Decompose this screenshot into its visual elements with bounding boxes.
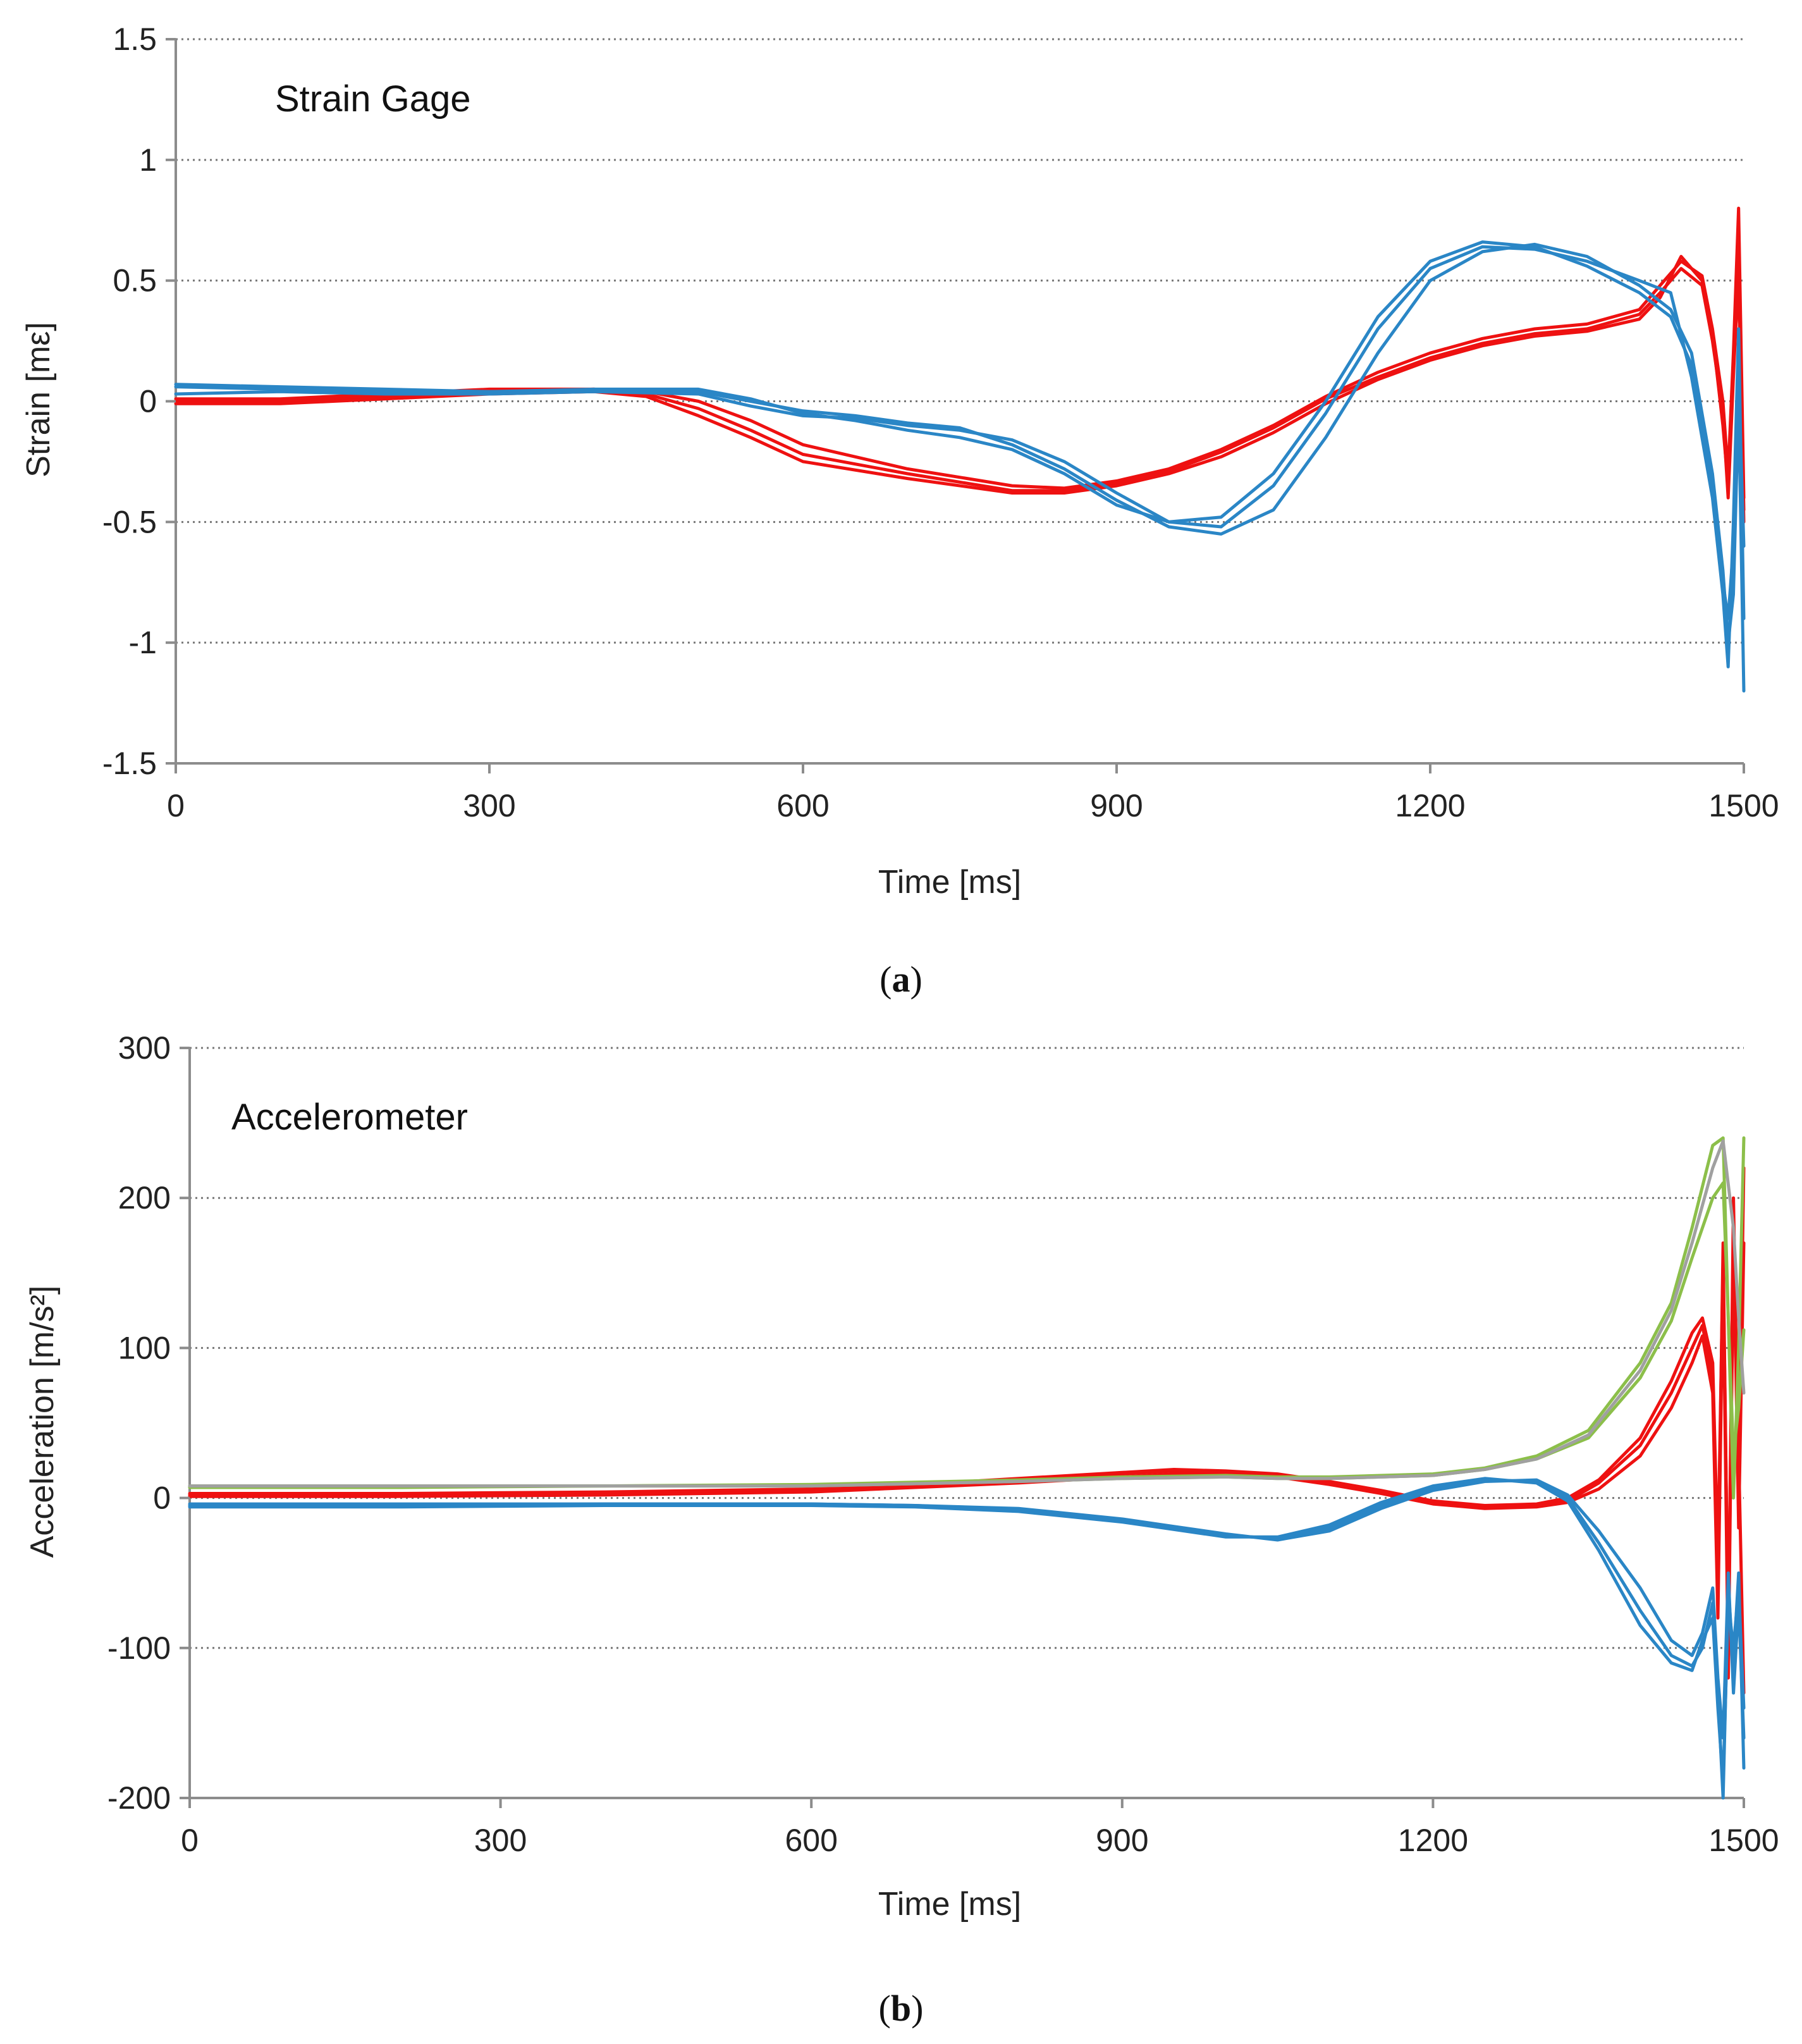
accel-series-green-1 [188,1136,1746,1500]
accel-series-blue-1 [188,1478,1746,1800]
accel-series-red-3 [188,1256,1746,1695]
strain-y-tick-label-3: 0 [139,384,157,419]
strain-y-axis-label: Strain [mε] [20,322,57,477]
strain-series-blue-3 [174,240,1746,620]
strain-series [174,206,1746,693]
accel-y-tick-label-2: 100 [118,1330,171,1365]
accel-series [188,1136,1746,1800]
panel-label-a: (a) [880,959,922,1000]
strain-chart-title: Strain Gage [275,78,471,120]
panel-b-close: ) [911,1988,923,2029]
accelerometer-chart: 300 200 100 0 -100 -200 0 300 600 900 1200 1500 Acc… [24,1030,1779,1923]
accel-x-tick-label-2: 600 [785,1823,837,1858]
accel-series-green-2 [188,1181,1746,1489]
accel-series-blue-2 [188,1478,1746,1740]
strain-series-red-3 [174,255,1746,524]
strain-y-tick-label-6: -1.5 [102,746,157,781]
panel-a-letter: a [892,959,910,1000]
panel-a-close: ) [910,959,922,1000]
accel-y-tick-label-0: 300 [118,1030,171,1066]
strain-y-tick-label-5: -1 [129,625,157,660]
panel-b-letter: b [891,1988,911,2029]
accel-axes [188,1048,1744,1799]
panel-a-open: ( [880,959,892,1000]
strain-series-blue-1 [174,245,1746,668]
panel-b-open: ( [879,1988,891,2029]
accel-y-tick-label-4: -100 [107,1630,171,1666]
strain-gage-chart: 1.5 1 0.5 0 -0.5 -1 -1.5 0 300 600 900 1200 1500 Str… [20,22,1779,901]
panel-label-b: (b) [879,1988,924,2029]
strain-series-blue-2 [174,242,1746,693]
accel-series-red-2 [188,1226,1746,1680]
accel-series-red-1 [188,1166,1746,1650]
strain-x-axis-label: Time [ms] [878,864,1021,901]
accel-y-axis-label: Acceleration [m/s²] [24,1286,61,1558]
accel-y-tick-label-5: -200 [107,1780,171,1816]
accel-x-tick-label-1: 300 [474,1823,527,1858]
accel-ticks: 300 200 100 0 -100 -200 0 300 600 900 1200 1500 [107,1030,1779,1858]
strain-series-red-1 [174,206,1746,500]
accel-y-tick-label-3: 0 [153,1481,171,1516]
strain-x-tick-label-1: 300 [463,788,515,823]
accel-chart-title: Accelerometer [231,1097,468,1138]
strain-y-tick-label-4: -0.5 [102,504,157,539]
accel-x-tick-label-0: 0 [181,1823,199,1858]
strain-x-tick-label-2: 600 [776,788,829,823]
strain-x-tick-label-3: 900 [1090,788,1143,823]
accel-series-blue-3 [188,1477,1746,1785]
strain-x-tick-label-4: 1200 [1395,788,1465,823]
accel-x-axis-label: Time [ms] [878,1886,1021,1923]
strain-y-tick-label-1: 1 [139,142,157,178]
strain-y-tick-label-0: 1.5 [113,22,157,57]
accel-x-tick-label-5: 1500 [1708,1823,1779,1858]
strain-ticks: 1.5 1 0.5 0 -0.5 -1 -1.5 0 300 600 900 1200 1500 [102,22,1779,823]
strain-x-tick-label-5: 1500 [1708,788,1779,823]
strain-x-tick-label-0: 0 [167,788,185,823]
accel-x-tick-label-3: 900 [1096,1823,1148,1858]
accel-y-tick-label-1: 200 [118,1180,171,1216]
accel-series-gray-1 [188,1139,1746,1488]
strain-y-tick-label-2: 0.5 [113,263,157,299]
accel-grid [190,1047,1744,1649]
accel-x-tick-label-4: 1200 [1398,1823,1468,1858]
